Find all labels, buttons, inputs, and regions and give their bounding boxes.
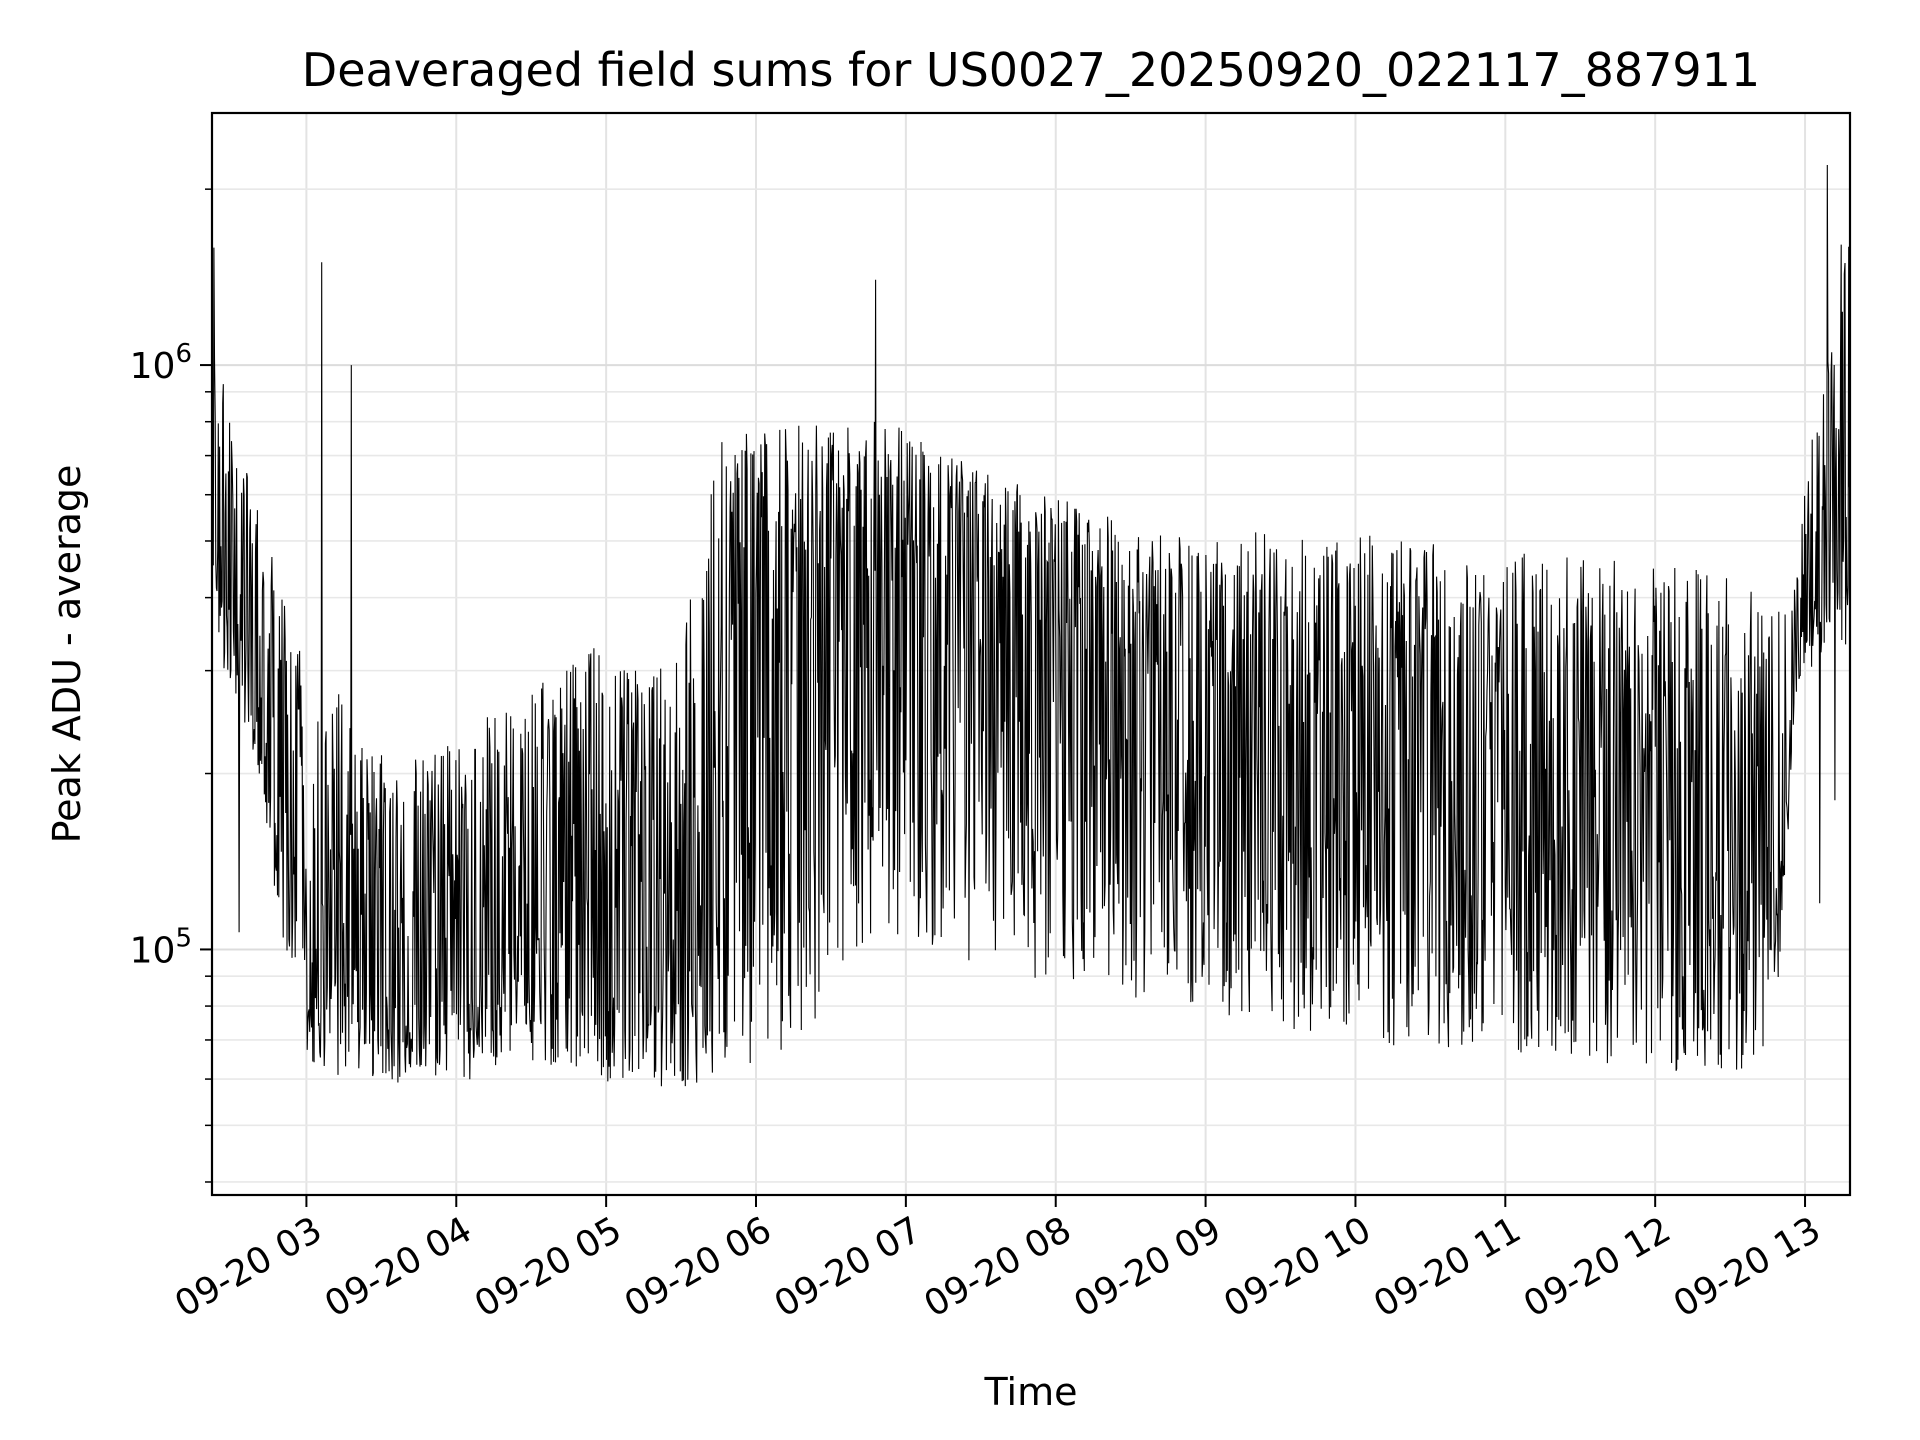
chart-title: Deaveraged field sums for US0027_2025092… [302,43,1760,97]
x-axis-label: Time [984,1370,1078,1414]
series-path [211,164,1851,1087]
y-tick-label: 105 [130,923,192,971]
y-tick-label: 106 [130,339,192,387]
series-line [211,164,1851,1087]
plot-frame [210,111,1852,1197]
y-axis-label: Peak ADU - average [45,465,89,844]
